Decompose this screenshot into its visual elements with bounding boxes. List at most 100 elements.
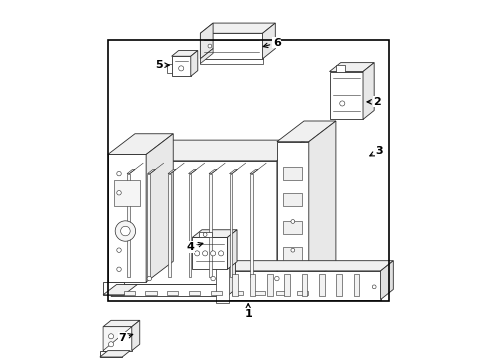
Polygon shape: [132, 320, 140, 351]
Text: 5: 5: [155, 60, 169, 70]
Polygon shape: [189, 291, 200, 295]
Polygon shape: [172, 56, 191, 76]
Polygon shape: [336, 274, 342, 296]
Polygon shape: [103, 320, 140, 327]
Circle shape: [211, 276, 215, 281]
Polygon shape: [200, 23, 213, 59]
Polygon shape: [103, 284, 137, 295]
Polygon shape: [319, 274, 325, 296]
Polygon shape: [277, 142, 309, 284]
Polygon shape: [168, 170, 176, 174]
Polygon shape: [229, 170, 238, 174]
Polygon shape: [111, 273, 336, 284]
Circle shape: [108, 342, 114, 347]
Circle shape: [121, 226, 130, 236]
Circle shape: [117, 248, 121, 252]
Polygon shape: [167, 64, 171, 73]
Circle shape: [147, 276, 151, 281]
Circle shape: [115, 221, 136, 241]
Text: 3: 3: [370, 146, 383, 156]
Circle shape: [211, 251, 216, 256]
Polygon shape: [114, 140, 304, 161]
Polygon shape: [172, 50, 198, 56]
Polygon shape: [250, 174, 252, 277]
Polygon shape: [103, 327, 132, 351]
Circle shape: [202, 251, 208, 256]
Polygon shape: [229, 174, 232, 277]
Circle shape: [340, 101, 345, 106]
Polygon shape: [200, 33, 263, 59]
Polygon shape: [100, 351, 122, 357]
Polygon shape: [363, 63, 374, 120]
Polygon shape: [200, 49, 213, 64]
Polygon shape: [124, 291, 135, 295]
Circle shape: [117, 267, 121, 271]
Polygon shape: [147, 174, 150, 277]
Bar: [108, 40, 389, 301]
Polygon shape: [329, 63, 374, 72]
Polygon shape: [189, 170, 196, 174]
Polygon shape: [277, 121, 336, 142]
Polygon shape: [103, 327, 132, 351]
Text: 6: 6: [263, 38, 281, 48]
Polygon shape: [381, 261, 393, 300]
Polygon shape: [249, 274, 255, 296]
Circle shape: [208, 44, 212, 48]
Polygon shape: [114, 161, 277, 284]
Polygon shape: [193, 230, 237, 237]
Text: 2: 2: [367, 97, 381, 107]
Circle shape: [275, 276, 279, 281]
Polygon shape: [329, 72, 363, 120]
Circle shape: [372, 285, 376, 289]
Polygon shape: [267, 274, 272, 296]
Polygon shape: [108, 154, 146, 282]
Polygon shape: [232, 291, 244, 295]
Circle shape: [203, 233, 207, 237]
Circle shape: [291, 220, 295, 223]
Polygon shape: [216, 265, 229, 303]
Polygon shape: [302, 274, 307, 296]
Polygon shape: [336, 65, 345, 72]
Polygon shape: [222, 271, 381, 300]
Polygon shape: [111, 273, 122, 296]
Polygon shape: [211, 291, 221, 295]
Polygon shape: [354, 274, 359, 296]
Polygon shape: [209, 174, 212, 277]
Text: 7: 7: [118, 333, 133, 343]
Polygon shape: [297, 291, 309, 295]
Polygon shape: [283, 193, 302, 206]
Polygon shape: [100, 351, 130, 357]
Circle shape: [117, 190, 121, 195]
Polygon shape: [263, 23, 275, 59]
Circle shape: [108, 334, 114, 339]
Polygon shape: [146, 134, 173, 282]
Polygon shape: [254, 291, 265, 295]
Polygon shape: [146, 291, 157, 295]
Circle shape: [117, 171, 121, 176]
Polygon shape: [191, 50, 198, 76]
Polygon shape: [114, 180, 140, 206]
Polygon shape: [284, 274, 290, 296]
Polygon shape: [127, 170, 135, 174]
Polygon shape: [222, 261, 393, 271]
Polygon shape: [222, 261, 235, 300]
Polygon shape: [275, 291, 287, 295]
Circle shape: [219, 251, 223, 256]
Polygon shape: [309, 121, 336, 284]
Text: 1: 1: [245, 303, 252, 319]
Polygon shape: [168, 174, 171, 277]
Polygon shape: [232, 274, 238, 296]
Polygon shape: [277, 140, 304, 284]
Polygon shape: [108, 134, 173, 154]
Polygon shape: [325, 273, 336, 296]
Polygon shape: [209, 170, 217, 174]
Polygon shape: [283, 247, 302, 260]
Circle shape: [195, 251, 200, 256]
Polygon shape: [199, 232, 212, 237]
Text: 4: 4: [187, 242, 203, 252]
Polygon shape: [103, 282, 124, 295]
Polygon shape: [250, 170, 258, 174]
Circle shape: [179, 66, 184, 71]
Polygon shape: [127, 174, 129, 277]
Circle shape: [291, 248, 295, 252]
